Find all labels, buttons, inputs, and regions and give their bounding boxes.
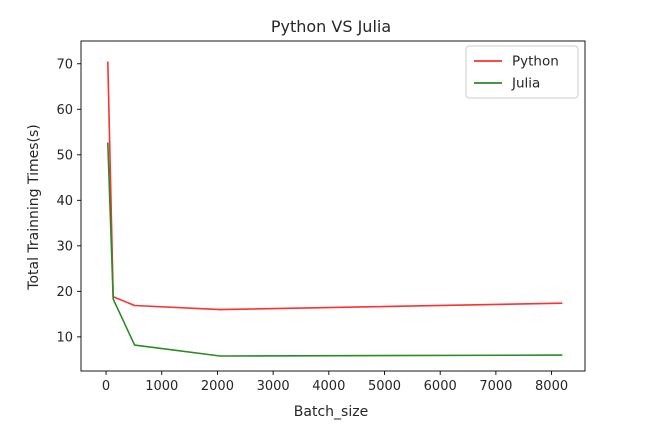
y-tick-label: 10 xyxy=(56,330,73,345)
legend: Python Julia xyxy=(465,45,579,99)
legend-label: Julia xyxy=(511,76,540,92)
y-tick-label: 50 xyxy=(56,148,73,163)
y-axis-ticks: 10 20 30 40 50 60 70 xyxy=(56,57,81,345)
plot-frame xyxy=(80,40,586,372)
y-axis-label: Total Trainning Times(s) xyxy=(26,124,42,290)
x-tick-label: 4000 xyxy=(312,379,345,394)
x-tick-label: 7000 xyxy=(479,379,512,394)
x-axis-label: Batch_size xyxy=(294,404,368,420)
x-tick-label: 6000 xyxy=(424,379,457,394)
series-line-julia xyxy=(107,142,563,357)
series-line-python xyxy=(107,61,563,311)
y-tick-label: 20 xyxy=(56,285,73,300)
x-tick-label: 3000 xyxy=(257,379,290,394)
plot-area xyxy=(80,40,586,372)
chart-title: Python VS Julia xyxy=(271,17,391,36)
x-tick-label: 8000 xyxy=(535,379,568,394)
x-tick-label: 1000 xyxy=(145,379,178,394)
y-tick-label: 30 xyxy=(56,239,73,254)
series-lines xyxy=(107,61,563,357)
legend-label: Python xyxy=(512,54,559,70)
y-tick-label: 60 xyxy=(56,103,73,118)
x-tick-label: 5000 xyxy=(368,379,401,394)
y-tick-label: 40 xyxy=(56,194,73,209)
y-tick-label: 70 xyxy=(56,57,73,72)
x-axis-ticks: 0 1000 2000 3000 4000 5000 6000 7000 8000 xyxy=(102,371,568,394)
x-tick-label: 0 xyxy=(102,379,110,394)
legend-box xyxy=(465,45,579,99)
x-tick-label: 2000 xyxy=(201,379,234,394)
